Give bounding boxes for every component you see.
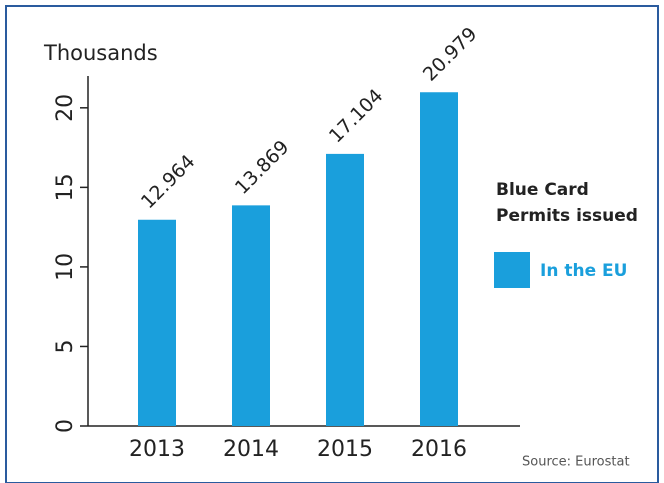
x-tick-label: 2014 [223, 437, 279, 462]
y-tick-label: 15 [53, 173, 78, 201]
frame [5, 5, 659, 483]
legend-title: Permits issued [496, 206, 638, 226]
source: Source: Eurostat [522, 455, 630, 470]
bar [138, 219, 176, 426]
value-label: 17.104 [325, 85, 388, 148]
x-tick-label: 2015 [317, 437, 373, 462]
value-label: 20.979 [419, 23, 482, 86]
bar [326, 153, 364, 426]
y-tick-label: 5 [53, 339, 78, 353]
y-tick-label: 10 [53, 253, 78, 281]
y-axis-label: Thousands [43, 41, 158, 65]
legend-swatch [494, 252, 530, 288]
y-tick-label: 20 [53, 94, 78, 122]
value-label: 13.869 [231, 136, 294, 199]
x-tick-label: 2016 [411, 437, 467, 462]
bar [232, 205, 270, 426]
legend-label: In the EU [540, 261, 627, 281]
x-tick-label: 2013 [129, 437, 185, 462]
y-tick-label: 0 [53, 419, 78, 433]
bar [420, 92, 458, 427]
legend-title: Blue Card [496, 180, 589, 200]
value-label: 12.964 [137, 151, 200, 214]
